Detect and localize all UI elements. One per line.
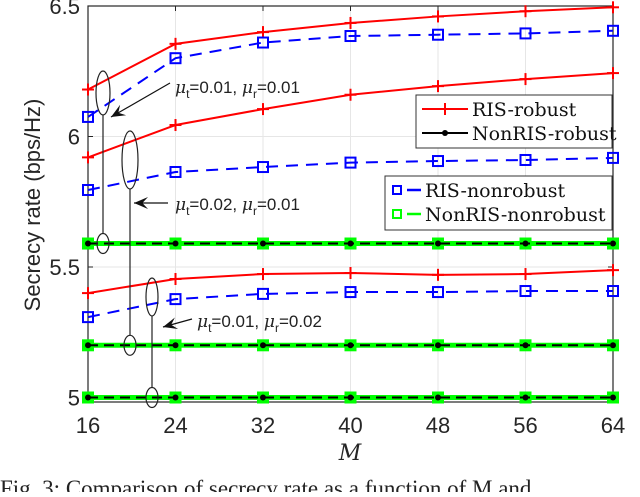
annotation-label: μt=0.02, μr=0.01 [175,195,300,218]
square-marker [257,161,269,174]
dot-marker [610,240,616,247]
dot-marker [435,342,441,349]
square-marker [344,286,357,299]
group-ellipse-small [96,232,110,255]
square-marker [432,155,444,168]
dot-marker [610,342,616,349]
group-ellipse [121,130,139,190]
dot-marker [522,394,529,401]
data-series [82,1,619,404]
arrow-line [110,82,171,118]
legend-label: NonRIS-robust [472,123,617,145]
dot-marker [522,342,529,349]
dot-marker [85,342,91,349]
dot-marker [172,342,179,349]
series-ris-nonrobust [82,151,619,197]
x-tick-label: 40 [338,413,362,438]
square-marker [607,24,619,37]
series-line [87,156,614,191]
group-ellipse-small [145,386,159,409]
square-marker [257,287,269,300]
legend-box [415,94,613,149]
dot-marker [522,240,529,247]
series-line [87,290,613,319]
series-nonris-robust [85,240,616,247]
dot-marker [260,240,266,247]
square-marker [169,293,182,306]
dot-marker [347,240,354,247]
dot-marker [435,240,441,247]
square-marker [519,285,532,298]
arrow-head-icon [163,317,179,330]
x-tick-label: 48 [426,413,450,438]
dot-marker [85,394,91,401]
series-line [87,29,614,118]
annotation-label: μt=0.01, μr=0.02 [197,312,322,335]
y-tick-label: 6 [68,125,80,150]
x-tick-label: 56 [513,413,537,438]
x-tick-label: 24 [163,413,187,438]
square-marker [82,184,94,197]
square-marker [169,52,182,65]
arrow-head-icon [111,104,127,117]
square-marker [432,286,444,299]
legend-label: RIS-nonrobust [425,180,566,202]
y-axis-label: Secrecy rate (bps/Hz) [20,99,45,312]
x-tick-label: 64 [601,413,625,438]
y-tick-label: 5 [68,386,80,411]
series-ris-robust [82,67,619,164]
legend-item: RIS-nonrobust [392,180,566,202]
square-marker [344,156,357,169]
dot-marker [610,394,616,401]
legend-box [384,175,613,231]
legend-item: NonRIS-nonrobust [392,204,606,226]
dot-marker [435,394,441,401]
dot-marker [172,394,179,401]
series-ris-robust [82,1,619,96]
dot-marker [347,342,354,349]
series-nonris-robust [85,394,616,401]
figure-caption: Fig. 3: Comparison of secrecy rate as a … [0,476,532,492]
square-marker [344,30,357,43]
dot-marker [85,240,91,247]
square-marker [169,165,182,178]
series-ris-nonrobust [82,285,619,324]
series-ris-nonrobust [82,24,619,123]
group-ellipse [95,70,111,116]
legend-item: RIS-robust [422,99,577,121]
arrow-head-icon [134,197,148,209]
series-ris-robust [82,264,619,300]
dot-marker [172,240,179,247]
y-tick-label: 6.5 [49,0,80,19]
y-tick-label: 5.5 [49,255,80,280]
square-marker [82,311,94,324]
square-marker [519,27,532,40]
dot-marker [260,394,266,401]
dot-marker [347,394,354,401]
square-marker [607,151,619,164]
square-marker [82,110,94,123]
series-nonris-robust [85,342,616,349]
square-marker [432,28,444,41]
legend-square-icon [392,185,402,195]
legend-label: RIS-robust [472,99,577,121]
x-tick-label: 16 [76,413,100,438]
square-marker [607,285,619,298]
square-marker [257,36,269,49]
dot-marker [260,342,266,349]
legend-label: NonRIS-nonrobust [425,204,606,226]
dot-marker [442,130,448,136]
x-tick-label: 32 [251,413,275,438]
legend-item: NonRIS-robust [422,123,617,145]
group-ellipse-small [123,334,137,356]
axes: 16 24 32 40 48 56 64 5 5.5 6 6.5 M Secrecy rate (bps… [20,0,625,466]
x-axis-label: M [338,441,362,466]
annotations: μt=0.01, μr=0.01 μt=0.02, μr=0.01 μt=0.01,… [95,70,322,409]
legend-square-icon [392,209,402,219]
annotation-label: μt=0.01, μr=0.01 [175,78,300,101]
square-marker [519,153,532,166]
